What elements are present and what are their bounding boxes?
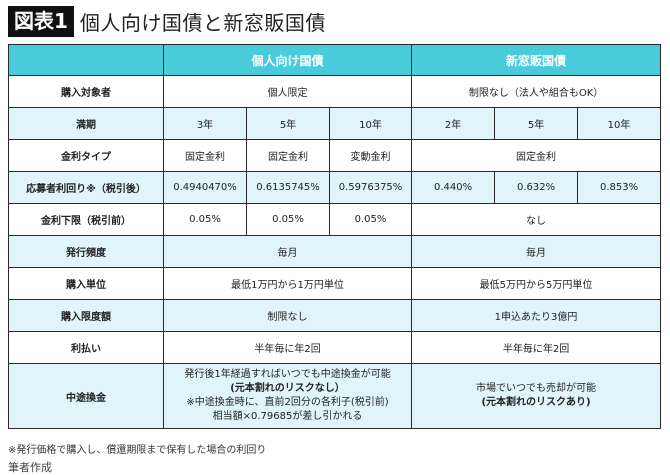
cell-a: 最低1万円から1万円単位 — [162, 267, 413, 300]
footnote: ※発行価格で購入し、償還期限まで保有した場合の利回り — [8, 445, 267, 456]
figure-title-text: 個人向け国債と新窓販国債 — [79, 10, 326, 35]
cell-a-5y: 固定金利 — [246, 139, 330, 172]
table-row-yield: 応募者利回り※（税引後） 0.4940470% 0.6135745% 0.597… — [8, 171, 662, 204]
row-label: 購入単位 — [8, 267, 164, 300]
cell-a-3y: 0.4940470% — [163, 171, 247, 204]
cell-a-3y: 3年 — [163, 107, 247, 140]
header-individual-bonds: 個人向け国債 — [162, 44, 413, 76]
row-label: 購入限度額 — [8, 299, 164, 332]
row-label: 金利下限（税引前） — [8, 203, 164, 236]
cell-a-line3: ※中途換金時に、直前2回分の各利子(税引前) — [186, 397, 389, 408]
bond-comparison-table: 個人向け国債 新窓販国債 購入対象者 個人限定 制限なし（法人や組合もOK） 満… — [8, 44, 662, 429]
table-row-limit: 購入限度額 制限なし 1申込あたり3億円 — [8, 299, 662, 332]
row-label: 満期 — [8, 107, 164, 140]
cell-a: 毎月 — [162, 235, 413, 268]
cell-b: 固定金利 — [411, 139, 662, 172]
cell-a: 半年毎に年2回 — [162, 331, 413, 364]
cell-b: 半年毎に年2回 — [411, 331, 662, 364]
cell-b: 毎月 — [411, 235, 662, 268]
cell-a-line2: (元本割れのリスクなし） — [230, 383, 345, 394]
cell-a-5y: 5年 — [246, 107, 330, 140]
cell-b-10y: 10年 — [577, 107, 662, 140]
cell-a-10y: 0.05% — [328, 203, 413, 236]
row-label: 購入対象者 — [8, 75, 164, 108]
header-blank — [8, 44, 164, 76]
row-label: 中途換金 — [8, 363, 164, 429]
cell-a-5y: 0.6135745% — [246, 171, 330, 204]
cell-a: 制限なし — [162, 299, 413, 332]
cell-a-10y: 10年 — [328, 107, 413, 140]
table-row-interest: 利払い 半年毎に年2回 半年毎に年2回 — [8, 331, 662, 364]
cell-a-5y: 0.05% — [246, 203, 330, 236]
header-new-window-bonds: 新窓販国債 — [411, 44, 662, 76]
table-header-row: 個人向け国債 新窓販国債 — [8, 44, 662, 76]
cell-a-3y: 0.05% — [163, 203, 247, 236]
cell-b: 市場でいつでも売却が可能 (元本割れのリスクあり) — [411, 363, 662, 429]
cell-a: 発行後1年経過すればいつでも中途換金が可能 (元本割れのリスクなし） ※中途換金… — [162, 363, 413, 429]
cell-b-2y: 0.440% — [411, 171, 496, 204]
row-label: 利払い — [8, 331, 164, 364]
cell-b-5y: 0.632% — [494, 171, 579, 204]
table-row-rate-type: 金利タイプ 固定金利 固定金利 変動金利 固定金利 — [8, 139, 662, 172]
cell-b: なし — [411, 203, 662, 236]
row-label: 応募者利回り※（税引後） — [8, 171, 164, 204]
cell-b: 最低5万円から5万円単位 — [411, 267, 662, 300]
cell-b: 制限なし（法人や組合もOK） — [411, 75, 662, 108]
cell-b-line1: 市場でいつでも売却が可能 — [476, 383, 597, 394]
table-row-target: 購入対象者 個人限定 制限なし（法人や組合もOK） — [8, 75, 662, 108]
table-row-maturity: 満期 3年 5年 10年 2年 5年 10年 — [8, 107, 662, 140]
figure-badge: 図表1 — [8, 5, 74, 37]
cell-b-2y: 2年 — [411, 107, 496, 140]
cell-b-5y: 5年 — [494, 107, 579, 140]
cell-a: 個人限定 — [162, 75, 413, 108]
cell-a-10y: 0.5976375% — [328, 171, 413, 204]
cell-a-line4: 相当額×0.79685が差し引かれる — [212, 411, 363, 422]
cell-b-line2: (元本割れのリスクあり) — [481, 397, 591, 408]
figure-title: 図表1 個人向け国債と新窓販国債 — [8, 5, 326, 37]
cell-a-3y: 固定金利 — [163, 139, 247, 172]
cell-a-line1: 発行後1年経過すればいつでも中途換金が可能 — [184, 369, 391, 380]
cell-b: 1申込あたり3億円 — [411, 299, 662, 332]
source-credit: 筆者作成 — [8, 461, 52, 474]
cell-a-10y: 変動金利 — [328, 139, 413, 172]
row-label: 発行頻度 — [8, 235, 164, 268]
table-row-frequency: 発行頻度 毎月 毎月 — [8, 235, 662, 268]
table-row-rate-floor: 金利下限（税引前） 0.05% 0.05% 0.05% なし — [8, 203, 662, 236]
row-label: 金利タイプ — [8, 139, 164, 172]
table-row-unit: 購入単位 最低1万円から1万円単位 最低5万円から5万円単位 — [8, 267, 662, 300]
cell-b-10y: 0.853% — [577, 171, 662, 204]
table-row-early-redemption: 中途換金 発行後1年経過すればいつでも中途換金が可能 (元本割れのリスクなし） … — [8, 363, 662, 429]
